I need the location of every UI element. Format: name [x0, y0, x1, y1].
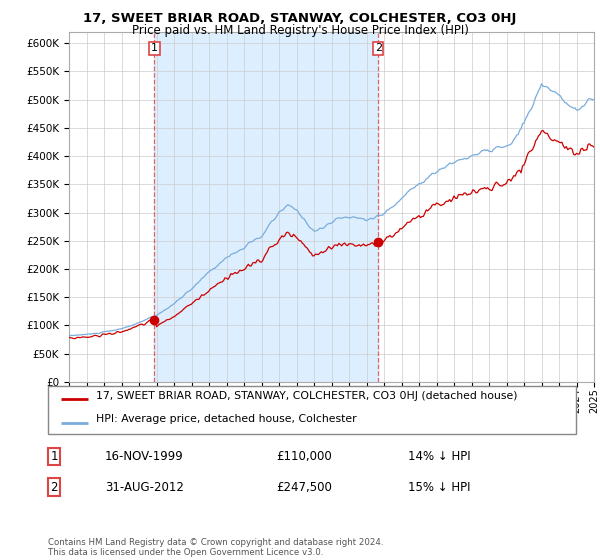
Text: 16-NOV-1999: 16-NOV-1999	[105, 450, 184, 463]
Text: 1: 1	[151, 43, 158, 53]
Text: HPI: Average price, detached house, Colchester: HPI: Average price, detached house, Colc…	[95, 414, 356, 424]
Text: 14% ↓ HPI: 14% ↓ HPI	[408, 450, 470, 463]
Text: Price paid vs. HM Land Registry's House Price Index (HPI): Price paid vs. HM Land Registry's House …	[131, 24, 469, 36]
Text: 1: 1	[50, 450, 58, 463]
Bar	[154, 32, 378, 382]
Text: 2: 2	[50, 480, 58, 494]
Text: 2: 2	[374, 43, 382, 53]
Text: 17, SWEET BRIAR ROAD, STANWAY, COLCHESTER, CO3 0HJ: 17, SWEET BRIAR ROAD, STANWAY, COLCHESTE…	[83, 12, 517, 25]
Text: Contains HM Land Registry data © Crown copyright and database right 2024.
This d: Contains HM Land Registry data © Crown c…	[48, 538, 383, 557]
Text: £110,000: £110,000	[276, 450, 332, 463]
Text: 17, SWEET BRIAR ROAD, STANWAY, COLCHESTER, CO3 0HJ (detached house): 17, SWEET BRIAR ROAD, STANWAY, COLCHESTE…	[95, 391, 517, 401]
Text: £247,500: £247,500	[276, 480, 332, 494]
Text: 15% ↓ HPI: 15% ↓ HPI	[408, 480, 470, 494]
Text: 31-AUG-2012: 31-AUG-2012	[105, 480, 184, 494]
FancyBboxPatch shape	[48, 386, 576, 434]
